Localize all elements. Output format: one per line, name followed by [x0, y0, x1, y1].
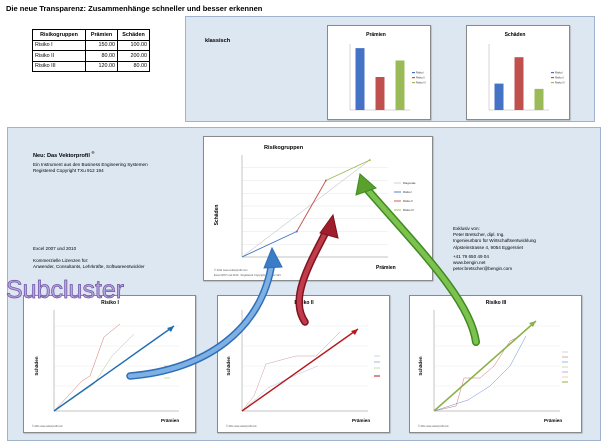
series-endpoint	[368, 159, 371, 162]
subchart-title: Risiko I	[101, 300, 119, 306]
subchart-title: Risiko II	[294, 300, 314, 306]
bar-risiko-i	[355, 48, 365, 110]
bar-risiko-ii	[514, 57, 524, 110]
praemien-chart-card: Prämien Risiko I Risiko II Risiko III	[327, 25, 431, 120]
row-schaden: 200.00	[117, 50, 150, 62]
intro-title: Neu: Das Vektorprofil	[33, 152, 90, 159]
series-risiko-i	[241, 231, 297, 258]
vector-footer: © 2011 www.vektorprofil.com	[214, 268, 247, 272]
contact-block: Exklusiv von: Peter Bretscher, dipl. Ing…	[453, 226, 536, 272]
row-label: Risiko II	[32, 50, 86, 62]
vector-footer: Excel 2007 und 2010 · Registered Copyrig…	[214, 273, 281, 277]
intro-block: Neu: Das Vektorprofil ® Ein Instrument a…	[33, 150, 148, 174]
risk-table: Risikogruppen Prämien Schäden Risiko I 1…	[32, 29, 150, 72]
row-schaden: 80.00	[117, 60, 150, 72]
subchart-title: Risiko III	[486, 300, 507, 306]
vector-arrow-risiko-1	[53, 325, 175, 412]
vector-arrow-risiko-2	[241, 328, 359, 412]
col-header-group: Risikogruppen	[32, 29, 86, 41]
subchart-risiko-3: Risiko III Schäden Prämien © 2011 www.ve…	[409, 295, 582, 433]
subchart-xlabel: Prämien	[352, 418, 370, 423]
legend-label: Risiko II	[416, 76, 425, 79]
contact-line: Ingenieurbüro für Wirtschaftsentwicklung	[453, 238, 536, 244]
legend-label: Diagonale	[403, 181, 416, 185]
legend-label: Risiko I	[416, 71, 425, 74]
col-header-praemien: Prämien	[85, 29, 118, 41]
vector-ylabel: Schäden	[214, 205, 220, 226]
bar-risiko-iii	[395, 60, 405, 110]
legend-label: Risiko III	[416, 81, 426, 84]
praemien-bar-chart: Prämien Risiko I Risiko II Risiko III	[349, 32, 426, 111]
table-row: Risiko II 80.00 200.00	[32, 50, 150, 62]
table-row: Risiko III 120.00 80.00	[32, 60, 150, 72]
legend-label: Risiko II	[555, 76, 564, 79]
subchart-footer: © 2011 www.vektorprofil.com	[32, 425, 63, 428]
intro-license-title: Kommerzielle Lizenzen für:	[33, 258, 89, 263]
subchart-footer: © 2011 www.vektorprofil.com	[226, 425, 257, 428]
vector-arrow-risiko-3	[433, 320, 537, 412]
intro-license-list: Anwender, Consultants, Lehrkräfte, Softw…	[33, 264, 145, 269]
series-diagonale	[241, 159, 370, 258]
vector-xlabel: Prämien	[376, 265, 396, 271]
subchart-ylabel: Schäden	[418, 356, 423, 375]
vector-chart: Risikogruppen Schäden Prämien Diagonale …	[214, 145, 416, 277]
row-schaden: 100.00	[117, 39, 150, 51]
row-praemie: 120.00	[85, 60, 118, 72]
schaeden-chart-card: Schäden Risiko I Risiko II Risiko III	[466, 25, 570, 120]
page-title: Die neue Transparenz: Zusammenhänge schn…	[6, 4, 263, 13]
subchart-xlabel: Prämien	[161, 418, 179, 423]
schaeden-bar-chart: Schäden Risiko I Risiko II Risiko III	[488, 32, 565, 111]
table-row: Risiko I 150.00 100.00	[32, 39, 150, 51]
legend-label: Risiko I	[403, 190, 412, 194]
table-header-row: Risikogruppen Prämien Schäden	[32, 29, 150, 41]
col-header-schaeden: Schäden	[117, 29, 150, 41]
subchart-risiko-1: Risiko I Schäden Prämien © 2011 www.vekt…	[23, 295, 196, 433]
row-praemie: 150.00	[85, 39, 118, 51]
row-praemie: 80.00	[85, 50, 118, 62]
registered-mark: ®	[91, 150, 95, 155]
subchart-ylabel: Schäden	[226, 356, 231, 375]
legend-label: Risiko III	[403, 208, 414, 212]
legend-label: Risiko III	[555, 81, 565, 84]
contact-email: peter.bretscher@bengin.com	[453, 266, 513, 272]
subcluster-label: Subcluster	[6, 276, 125, 305]
subchart-xlabel: Prämien	[544, 418, 562, 423]
legend-label: Risiko II	[403, 199, 413, 203]
intro-excel: Excel 2007 und 2010	[33, 246, 77, 251]
schaeden-chart-title: Schäden	[505, 32, 526, 38]
contact-address: Alpsteinstrasse 4, 9054 Eggersriet	[453, 244, 523, 250]
subchart-ylabel: Schäden	[34, 356, 39, 375]
series-risiko-ii	[296, 180, 327, 232]
intro-line1: Ein Instrument aus den Business Engineer…	[33, 161, 148, 167]
series-risiko-iii	[325, 159, 370, 181]
subchart-footer: © 2011 www.vektorprofil.com	[418, 425, 449, 428]
vector-chart-card: Risikogruppen Schäden Prämien Diagonale …	[203, 136, 433, 281]
bar-risiko-iii	[534, 88, 544, 110]
row-label: Risiko III	[32, 60, 86, 72]
praemien-chart-title: Prämien	[366, 32, 386, 38]
subchart-risiko-2: Risiko II Schäden Prämien © 2011 www.vek…	[217, 295, 390, 433]
legend-label: Risiko I	[555, 71, 564, 74]
bar-risiko-ii	[375, 77, 385, 110]
classic-label: klassisch	[205, 38, 231, 44]
row-label: Risiko I	[32, 39, 86, 51]
intro-line2: Registered Copyright TXu 912 194	[33, 168, 104, 174]
bar-risiko-i	[494, 83, 504, 110]
vector-chart-title: Risikogruppen	[264, 145, 304, 151]
